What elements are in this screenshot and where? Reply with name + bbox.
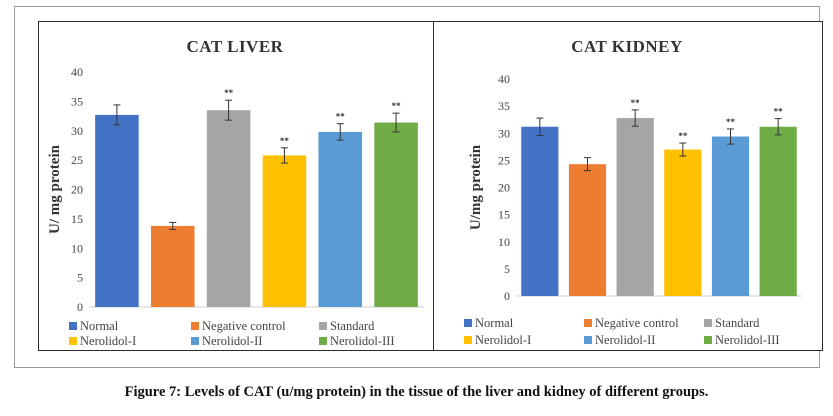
significance-label-kidney-nerolidol-ii: ** [726,117,736,127]
y-tick-label-liver-35: 35 [71,94,83,108]
legend-label-liver-standard: Standard [330,319,375,333]
y-axis-label-kidney: U/mg protein [468,144,484,230]
significance-label-kidney-standard: ** [631,98,641,108]
legend-swatch-liver-normal [69,322,77,330]
bar-kidney-standard [616,118,654,296]
legend-swatch-kidney-nerolidol-i [464,336,472,344]
legend-label-kidney-nerolidol-iii: Nerolidol-III [715,333,780,347]
bar-kidney-normal [521,126,559,297]
y-tick-label-liver-20: 20 [71,183,83,197]
error-bar-liver-nerolidol-ii [336,123,344,141]
legend-label-liver-nerolidol-i: Nerolidol-I [80,334,136,348]
chart-liver: CAT LIVER U/ mg protein 0 5 10 15 20 25 30 35 40 **… [47,37,424,348]
error-bar-kidney-nerolidol-i [679,142,687,157]
legend-label-kidney-normal: Normal [475,316,514,330]
error-bar-kidney-negative-control [584,157,591,172]
chart-title-kidney: CAT KIDNEY [571,37,683,56]
figure-caption: Figure 7: Levels of CAT (u/mg protein) i… [124,384,709,400]
legend-swatch-kidney-nerolidol-ii [584,336,592,344]
y-tick-label-kidney-40: 40 [498,72,510,86]
significance-label-kidney-nerolidol-iii: ** [774,107,784,117]
bar-kidney-negative-control [568,164,607,296]
bar-kidney-nerolidol-ii [711,136,750,296]
legend-label-kidney-nerolidol-ii: Nerolidol-II [595,333,655,347]
chart-kidney: CAT KIDNEY U/mg protein 0 5 10 15 20 25 30 35 40 **… [464,37,802,347]
chart-panel-liver: CAT LIVER U/ mg protein 0 5 10 15 20 25 30 35 40 **… [38,21,434,351]
error-bar-kidney-nerolidol-ii [727,128,734,145]
error-bar-liver-nerolidol-iii [392,112,400,133]
legend-swatch-liver-standard [319,322,327,330]
y-tick-label-liver-10: 10 [71,241,83,255]
legend-label-kidney-standard: Standard [715,316,760,330]
chart-panel-kidney: CAT KIDNEY U/mg protein 0 5 10 15 20 25 30 35 40 **… [433,21,823,351]
legend-label-kidney-negative-control: Negative control [595,316,679,330]
y-tick-label-kidney-5: 5 [504,262,510,276]
legend-swatch-liver-nerolidol-i [69,337,77,345]
y-axis-label-liver: U/ mg protein [47,144,63,234]
legend-label-liver-nerolidol-ii: Nerolidol-II [202,334,262,348]
error-bar-liver-normal [113,104,121,126]
error-bar-kidney-standard [631,109,639,127]
y-tick-label-liver-5: 5 [77,271,83,285]
legend-swatch-liver-negative-control [191,322,199,330]
significance-label-liver-standard: ** [224,88,234,98]
bar-liver-standard [206,110,251,307]
legend-label-liver-normal: Normal [80,319,119,333]
bar-liver-nerolidol-i [262,155,307,307]
legend-label-liver-nerolidol-iii: Nerolidol-III [330,334,395,348]
legend-swatch-liver-nerolidol-iii [319,337,327,345]
error-bar-kidney-normal [536,117,544,136]
chart-title-liver: CAT LIVER [187,37,284,56]
legend-swatch-kidney-standard [704,319,712,327]
y-tick-label-liver-15: 15 [71,212,83,226]
y-tick-label-kidney-30: 30 [498,126,510,140]
error-bar-kidney-nerolidol-iii [774,118,782,136]
bar-liver-negative-control [150,225,195,307]
legend-label-kidney-nerolidol-i: Nerolidol-I [475,333,531,347]
bar-liver-nerolidol-iii [374,122,418,308]
legend-swatch-kidney-negative-control [584,319,592,327]
bar-liver-nerolidol-ii [318,131,363,307]
figure-frame: CAT LIVER U/ mg protein 0 5 10 15 20 25 30 35 40 **… [14,6,823,368]
significance-label-liver-nerolidol-i: ** [280,136,290,146]
y-tick-label-liver-0: 0 [77,300,83,314]
y-tick-label-kidney-35: 35 [498,99,510,113]
significance-label-liver-nerolidol-ii: ** [336,112,346,122]
legend-swatch-kidney-nerolidol-iii [704,336,712,344]
significance-label-liver-nerolidol-iii: ** [392,101,402,111]
error-bar-liver-nerolidol-i [280,147,288,164]
legend-swatch-liver-nerolidol-ii [191,337,199,345]
bar-liver-normal [95,114,139,307]
bar-kidney-nerolidol-i [664,149,702,296]
legend-label-liver-negative-control: Negative control [202,319,286,333]
y-tick-label-kidney-0: 0 [504,289,510,303]
y-tick-label-kidney-20: 20 [498,181,510,195]
y-tick-label-kidney-15: 15 [498,208,510,222]
y-tick-label-kidney-10: 10 [498,235,510,249]
legend-swatch-kidney-normal [464,319,472,327]
y-tick-label-liver-25: 25 [71,153,83,167]
error-bar-liver-negative-control [169,221,177,230]
y-tick-label-liver-30: 30 [71,124,83,138]
y-tick-label-kidney-25: 25 [498,153,510,167]
significance-label-kidney-nerolidol-i: ** [678,131,688,141]
error-bar-liver-standard [225,99,233,121]
y-tick-label-liver-40: 40 [71,65,83,79]
bar-kidney-nerolidol-iii [759,126,797,297]
